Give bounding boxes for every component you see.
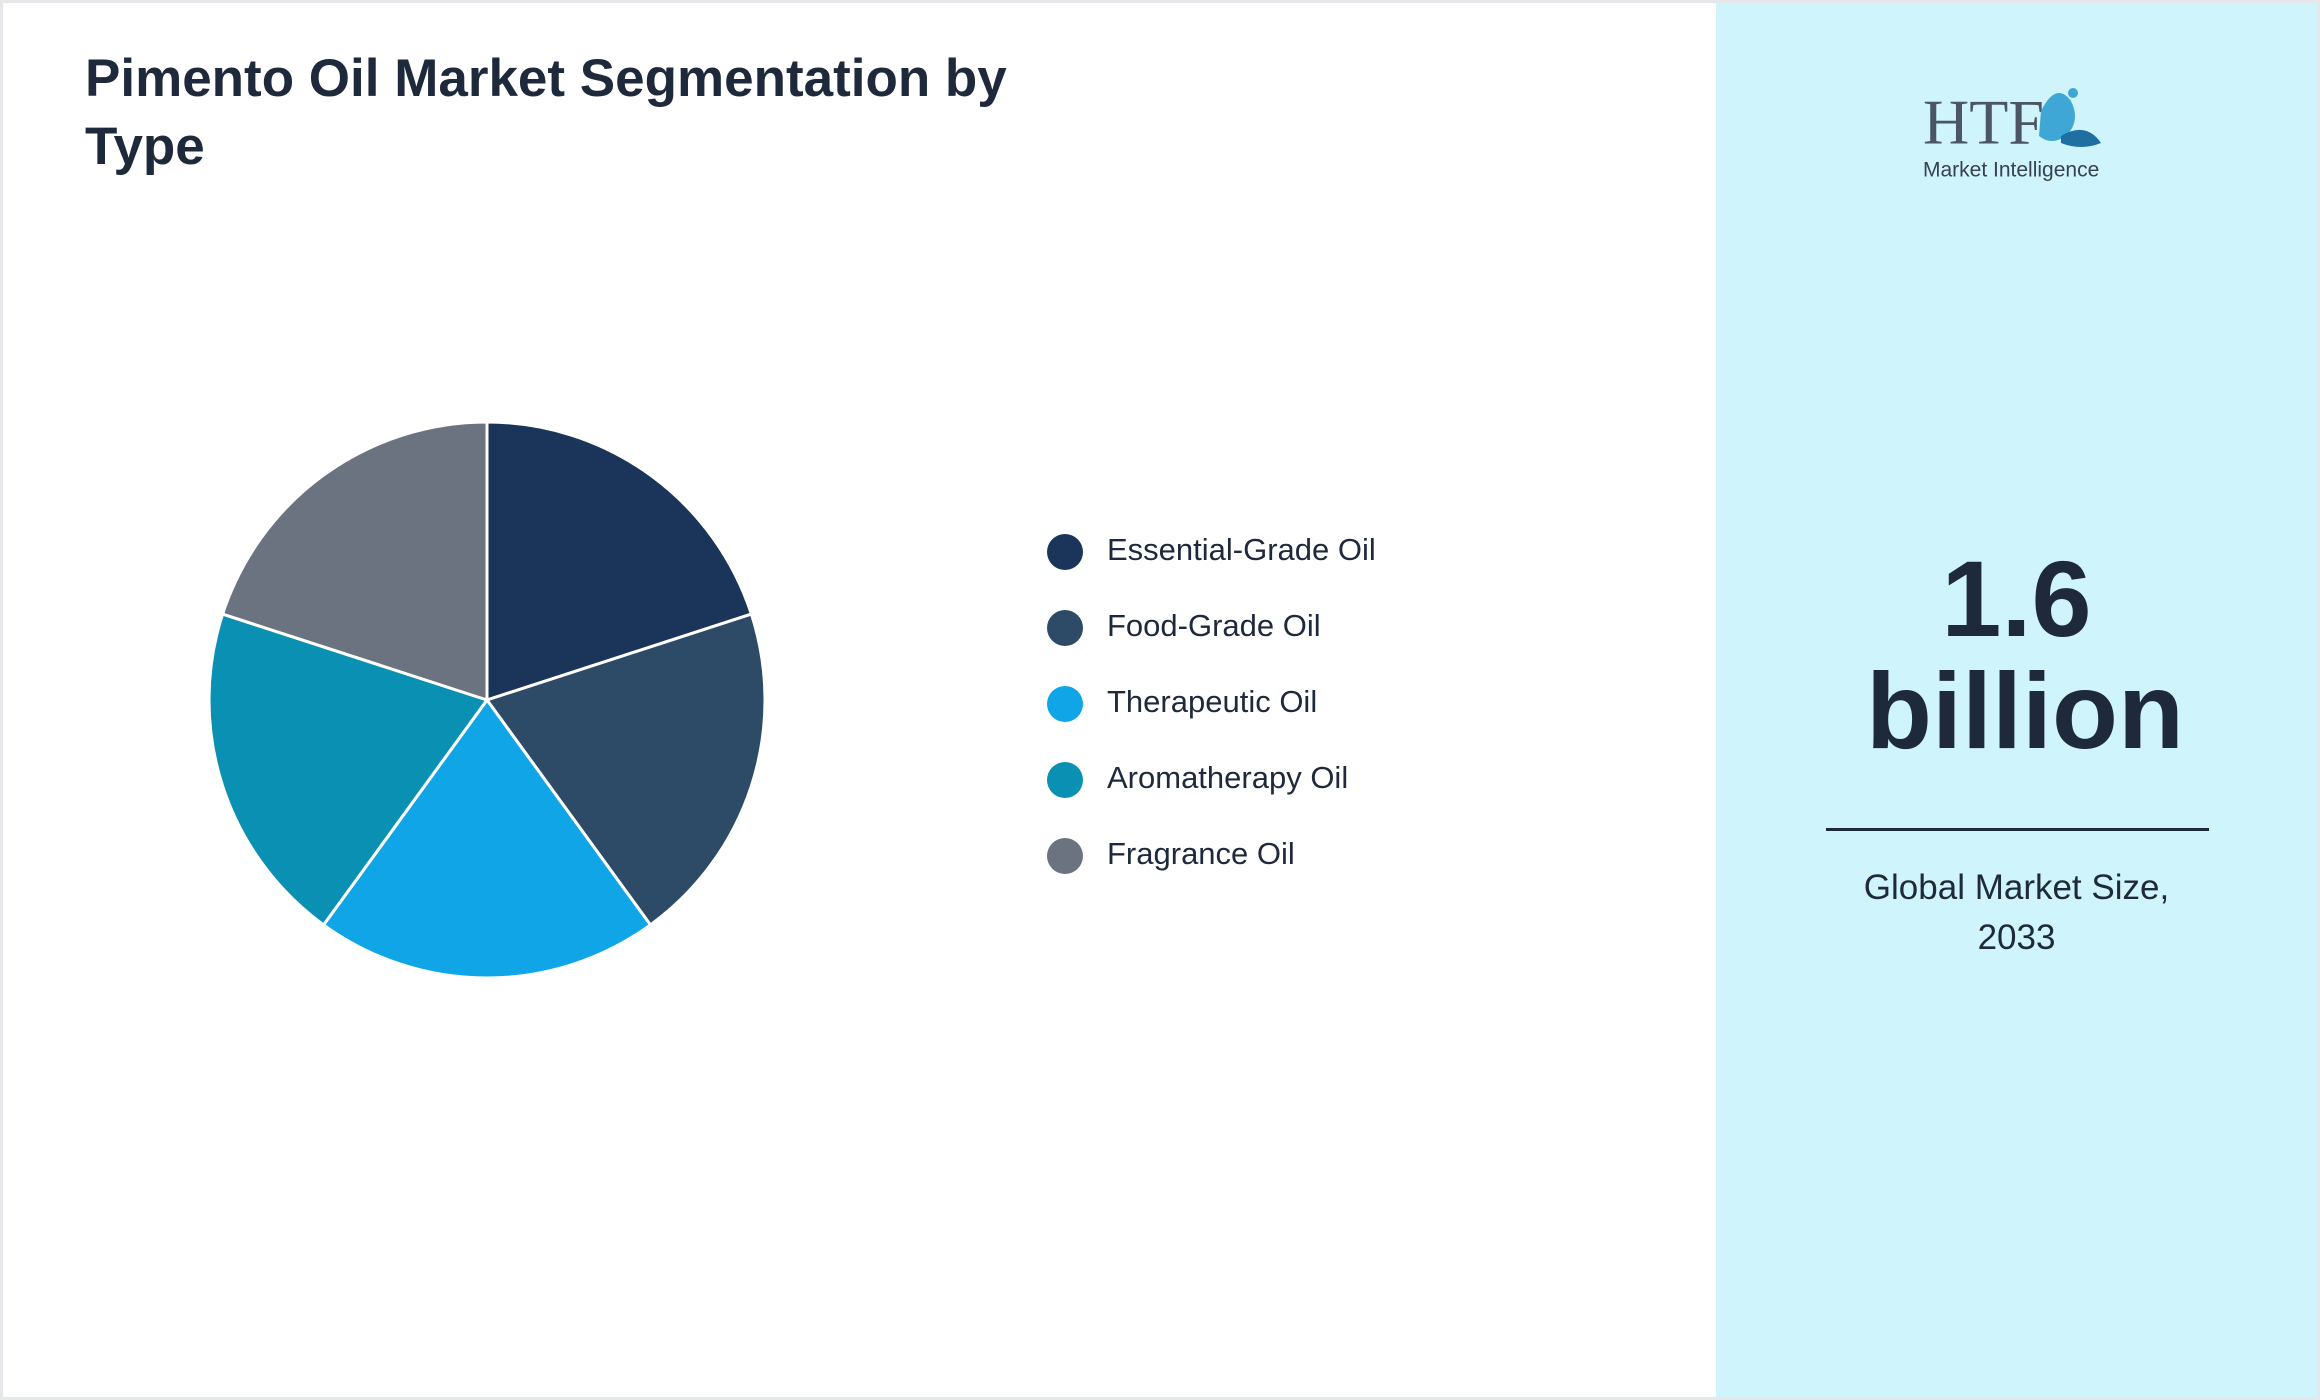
- logo-icon: [2061, 129, 2101, 147]
- divider: [1826, 828, 2209, 831]
- logo-brand: HTF: [1923, 87, 2044, 158]
- legend-label: Food-Grade Oil: [1107, 608, 1321, 643]
- pie-slice: [207, 612, 490, 928]
- logo-icon: [2039, 93, 2075, 141]
- legend-marker: [1047, 762, 1083, 798]
- chart: Essential-Grade Oil Food-Grade Oil Therape…: [207, 420, 1376, 980]
- legend-marker: [1047, 610, 1083, 646]
- pie-slice: [484, 612, 767, 928]
- legend-label: Fragrance Oil: [1107, 836, 1295, 871]
- legend-marker: [1047, 534, 1083, 570]
- side-panel: HTF Market Intelligence 1.6 billion Glob…: [1716, 3, 2317, 1397]
- legend-marker: [1047, 686, 1083, 722]
- pie-slice: [321, 697, 653, 980]
- legend-label: Therapeutic Oil: [1107, 684, 1317, 719]
- legend-label: Essential-Grade Oil: [1107, 532, 1376, 567]
- logo-tagline: Market Intelligence: [1923, 159, 2099, 182]
- legend-label: Aromatherapy Oil: [1107, 760, 1348, 795]
- market-size-label: Global Market Size, 2033: [1863, 868, 2170, 957]
- logo: HTF Market Intelligence: [1923, 87, 2101, 182]
- chart-title: Pimento Oil Market Segmentation by Type: [85, 49, 1007, 176]
- pie-slice: [220, 420, 489, 703]
- pie-slice: [485, 420, 754, 703]
- logo-icon: [2068, 88, 2078, 98]
- market-size: 1.6 billion: [1866, 538, 2184, 771]
- legend-marker: [1047, 838, 1083, 874]
